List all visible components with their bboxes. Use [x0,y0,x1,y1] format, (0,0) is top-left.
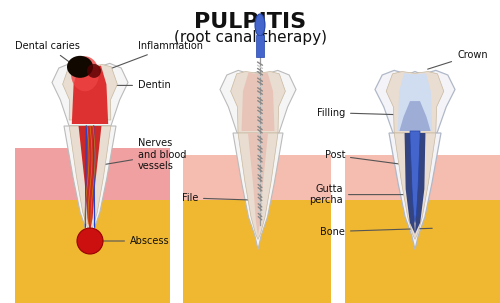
Polygon shape [238,133,278,239]
Polygon shape [52,63,128,126]
Text: Filling: Filling [317,108,427,118]
Bar [15,0,170,148]
Polygon shape [248,133,268,236]
Ellipse shape [71,56,99,91]
Polygon shape [233,133,283,249]
Text: File: File [182,193,254,203]
Polygon shape [394,133,436,239]
Polygon shape [404,133,426,236]
Bar [345,0,500,155]
Text: (root canal therapy): (root canal therapy) [174,30,326,45]
Polygon shape [72,66,108,124]
Bar [345,155,500,200]
Text: Dentin: Dentin [113,80,171,90]
Text: Inflammation: Inflammation [102,41,203,72]
Bar [256,35,264,57]
Polygon shape [220,70,296,133]
Polygon shape [78,126,102,232]
Polygon shape [375,70,455,133]
Text: Bone: Bone [320,227,432,237]
Bar [15,148,170,200]
Text: Crown: Crown [428,50,488,69]
Polygon shape [398,73,432,131]
Text: Abscess: Abscess [103,236,170,246]
Polygon shape [400,101,430,131]
Polygon shape [415,133,426,234]
Ellipse shape [255,14,265,36]
Polygon shape [386,72,444,133]
Bar [183,0,331,155]
Bar [15,98,170,303]
Text: Nerves
and blood
vessels: Nerves and blood vessels [96,138,186,171]
Polygon shape [404,133,415,234]
Ellipse shape [87,64,101,78]
Polygon shape [230,72,285,133]
Text: PULPITIS: PULPITIS [194,12,306,32]
Ellipse shape [67,56,93,78]
Polygon shape [410,131,420,223]
Text: Gutta
percha: Gutta percha [310,184,418,205]
Polygon shape [64,126,116,246]
Circle shape [77,228,103,254]
Bar [183,155,331,200]
Bar [345,98,500,303]
Text: Post: Post [324,150,416,166]
Polygon shape [69,126,111,236]
Polygon shape [62,65,118,120]
Polygon shape [242,73,274,131]
Polygon shape [389,133,441,249]
Bar [183,98,331,303]
Text: Dental caries: Dental caries [15,41,80,65]
